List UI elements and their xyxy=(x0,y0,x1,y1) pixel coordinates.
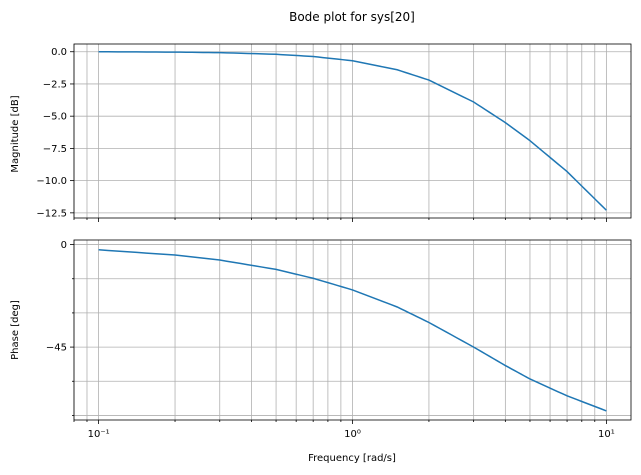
phase-axes-frame xyxy=(73,239,632,421)
phase-xtick-label: 10¹ xyxy=(598,429,615,440)
chart-title: Bode plot for sys[20] xyxy=(289,10,415,24)
magnitude-ytick-label: −5.0 xyxy=(43,112,67,123)
magnitude-ytick-label: 0.0 xyxy=(51,47,67,58)
phase-xtick-label: 10⁰ xyxy=(344,429,361,440)
magnitude-panel: 0.0 −2.5 −5.0 −7.5 −10.0 −12.5 xyxy=(36,43,632,222)
magnitude-axes-frame xyxy=(73,43,632,219)
phase-ytick-label: 0 xyxy=(61,240,67,251)
phase-ytick-label: −45 xyxy=(46,343,67,354)
phase-ylabel: Phase [deg] xyxy=(10,300,21,360)
phase-xlabel: Frequency [rad/s] xyxy=(308,453,396,464)
magnitude-ytick-label: −12.5 xyxy=(36,208,67,219)
phase-xtick-label: 10⁻¹ xyxy=(88,429,110,440)
phase-series-line xyxy=(98,249,607,412)
magnitude-ylabel: Magnitude [dB] xyxy=(10,95,21,172)
magnitude-series-line xyxy=(98,50,607,211)
magnitude-ytick-label: −10.0 xyxy=(36,176,67,187)
phase-panel: 0 −45 10⁻¹ 10⁰ 10¹ xyxy=(46,239,632,440)
magnitude-ytick-label: −7.5 xyxy=(43,144,67,155)
magnitude-ytick-label: −2.5 xyxy=(43,79,67,90)
